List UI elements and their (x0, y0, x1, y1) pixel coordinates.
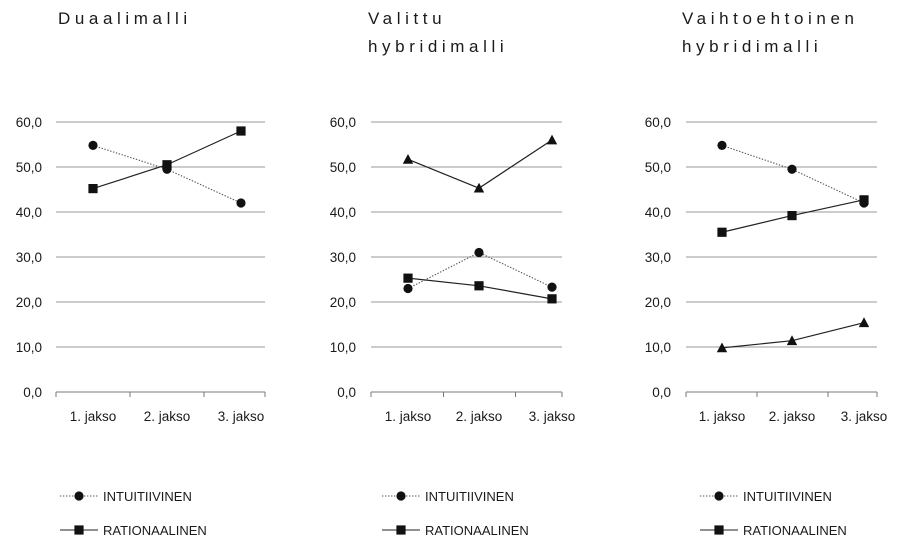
data-point-square (859, 195, 869, 205)
data-point-triangle (858, 317, 870, 328)
legend-label: INTUITIIVINEN (743, 489, 832, 504)
series-line-rationaalinen (92, 130, 242, 190)
chart-title-line: hybridimalli (368, 37, 508, 56)
data-point-square (717, 227, 727, 237)
y-tick-label: 0,0 (652, 385, 671, 400)
x-tick-label: 1. jakso (70, 409, 117, 424)
data-point-circle (717, 140, 727, 150)
data-point-square (787, 211, 797, 221)
legend-entry-intuitiivinen: INTUITIIVINEN (60, 489, 192, 504)
x-tick-label: 1. jakso (385, 409, 432, 424)
legend-label: INTUITIIVINEN (425, 489, 514, 504)
x-tick-label: 3. jakso (529, 409, 576, 424)
y-tick-label: 0,0 (23, 385, 42, 400)
x-tick-label: 2. jakso (144, 409, 191, 424)
x-tick-label: 3. jakso (218, 409, 265, 424)
y-tick-label: 0,0 (337, 385, 356, 400)
data-point-square (236, 126, 246, 136)
legend-entry-rationaalinen: RATIONAALINEN (382, 523, 529, 537)
legend-entry-intuitiivinen: INTUITIIVINEN (382, 489, 514, 504)
data-point-circle (403, 283, 413, 294)
data-point-square (162, 160, 172, 170)
series-line-intuitiivinen (721, 144, 865, 204)
x-tick-label: 1. jakso (699, 409, 746, 424)
chart-title-line: Duaalimalli (58, 9, 192, 28)
x-tick-label: 3. jakso (841, 409, 888, 424)
y-tick-label: 20,0 (330, 295, 356, 310)
legend-label: RATIONAALINEN (425, 523, 529, 537)
y-tick-label: 20,0 (645, 295, 671, 310)
series-line-series-3 (407, 139, 553, 189)
y-tick-label: 30,0 (330, 250, 356, 265)
data-point-square (403, 273, 413, 283)
x-tick-label: 2. jakso (769, 409, 816, 424)
y-tick-label: 50,0 (330, 160, 356, 175)
legend-label: RATIONAALINEN (743, 523, 847, 537)
y-tick-label: 30,0 (16, 250, 42, 265)
chart-title-line: Vaihtoehtoinen (682, 9, 859, 28)
y-tick-label: 40,0 (16, 205, 42, 220)
data-point-square (88, 184, 98, 194)
x-tick-label: 2. jakso (456, 409, 503, 424)
legend-marker-square (714, 525, 724, 535)
legend-marker-circle (74, 491, 84, 501)
legend-marker-circle (714, 491, 724, 501)
y-tick-label: 10,0 (645, 340, 671, 355)
data-point-circle (547, 282, 557, 292)
data-point-circle (787, 164, 797, 174)
legend-entry-rationaalinen: RATIONAALINEN (700, 523, 847, 537)
data-point-circle (474, 247, 484, 258)
legend-entry-rationaalinen: RATIONAALINEN (60, 523, 207, 537)
y-tick-label: 20,0 (16, 295, 42, 310)
series-line-intuitiivinen (92, 144, 242, 204)
y-tick-label: 30,0 (645, 250, 671, 265)
y-tick-label: 10,0 (330, 340, 356, 355)
data-point-circle (88, 140, 98, 150)
y-tick-label: 60,0 (330, 115, 356, 130)
legend-marker-circle (396, 491, 406, 501)
y-tick-label: 60,0 (645, 115, 671, 130)
y-tick-label: 50,0 (645, 160, 671, 175)
data-point-triangle (402, 153, 414, 164)
legend-marker-square (74, 525, 84, 535)
legend-label: RATIONAALINEN (103, 523, 207, 537)
chart-title-line: hybridimalli (682, 37, 822, 56)
chart-panel-vaihtoehtoinen-hybridimalli: Vaihtoehtoinen hybridimalli 0,0 10,0 20,0 3… (645, 9, 888, 537)
chart-panel-duaalimalli: Duaalimalli 0,0 10,0 20,0 30,0 40,0 50,0 60,0 1… (16, 9, 266, 537)
y-tick-label: 50,0 (16, 160, 42, 175)
data-point-triangle (546, 134, 558, 145)
legend-entry-intuitiivinen: INTUITIIVINEN (700, 489, 832, 504)
y-tick-label: 40,0 (330, 205, 356, 220)
y-tick-label: 10,0 (16, 340, 42, 355)
data-point-triangle (716, 342, 728, 353)
data-point-square (474, 281, 484, 291)
legend-marker-square (396, 525, 406, 535)
legend-label: INTUITIIVINEN (103, 489, 192, 504)
data-point-triangle (786, 335, 798, 346)
chart-title-line: Valittu (368, 9, 446, 28)
y-tick-label: 60,0 (16, 115, 42, 130)
data-point-circle (236, 198, 246, 208)
data-point-square (547, 294, 557, 304)
data-point-triangle (473, 182, 485, 193)
y-tick-label: 40,0 (645, 205, 671, 220)
chart-panel-valittu-hybridimalli: Valittu hybridimalli 0,0 10,0 20,0 30,0 40,0… (330, 9, 576, 537)
